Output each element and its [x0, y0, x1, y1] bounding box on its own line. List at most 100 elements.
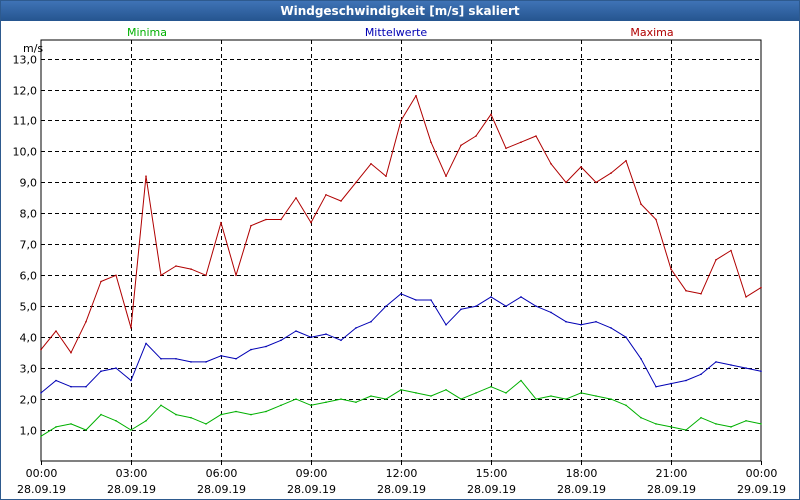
data-point-mittelwerte: [40, 392, 42, 394]
data-point-maxima: [115, 274, 117, 277]
data-point-minima: [115, 420, 117, 422]
data-point-minima: [730, 426, 732, 428]
data-point-mittelwerte: [370, 320, 372, 323]
data-point-maxima: [325, 194, 327, 196]
data-point-minima: [70, 423, 72, 425]
data-point-maxima: [355, 181, 357, 184]
data-point-minima: [40, 435, 42, 438]
y-tick-label: 12,0: [13, 85, 38, 98]
x-tick-date: 28.09.19: [377, 483, 426, 496]
data-point-maxima: [760, 286, 762, 289]
data-point-mittelwerte: [505, 305, 507, 308]
data-point-minima: [685, 429, 687, 431]
data-point-mittelwerte: [145, 342, 147, 345]
data-point-maxima: [265, 218, 267, 221]
data-point-maxima: [250, 224, 252, 227]
data-point-mittelwerte: [280, 339, 282, 342]
data-point-maxima: [475, 135, 477, 137]
data-point-mittelwerte: [550, 311, 552, 314]
data-point-maxima: [55, 330, 57, 332]
data-point-minima: [325, 401, 327, 404]
data-point-maxima: [130, 327, 132, 329]
data-point-minima: [580, 392, 582, 394]
x-tick-time: 18:00: [566, 467, 598, 480]
x-tick-time: 03:00: [116, 467, 148, 480]
x-tick-date: 28.09.19: [557, 483, 606, 496]
data-point-mittelwerte: [325, 333, 327, 335]
x-tick-date: 28.09.19: [467, 483, 516, 496]
data-point-mittelwerte: [625, 336, 627, 339]
data-point-mittelwerte: [340, 339, 342, 342]
legend-minima: Minima: [127, 26, 167, 39]
data-point-minima: [700, 416, 702, 419]
x-tick-time: 00:00: [746, 467, 778, 480]
data-point-mittelwerte: [70, 385, 72, 388]
data-point-mittelwerte: [730, 364, 732, 366]
data-point-maxima: [715, 259, 717, 261]
data-point-maxima: [550, 163, 552, 165]
data-point-mittelwerte: [520, 296, 522, 298]
data-point-mittelwerte: [655, 385, 657, 388]
data-point-mittelwerte: [100, 370, 102, 373]
data-point-maxima: [745, 296, 747, 298]
data-point-minima: [490, 385, 492, 388]
x-tick-time: 21:00: [656, 467, 688, 480]
data-point-minima: [610, 398, 612, 400]
data-point-mittelwerte: [235, 358, 237, 360]
y-axis: 1,0 2,0 3,0 4,0 5,0 6,0 7,0 8,0 9,0 10,0 11,0 12,0 1…: [13, 54, 38, 438]
data-point-minima: [370, 395, 372, 397]
data-point-maxima: [385, 175, 387, 177]
x-tick-time: 06:00: [206, 467, 238, 480]
data-point-minima: [670, 426, 672, 428]
data-point-mittelwerte: [610, 327, 612, 329]
data-point-minima: [340, 398, 342, 400]
data-point-maxima: [625, 159, 627, 162]
data-point-minima: [505, 392, 507, 394]
x-tick-date: 28.09.19: [197, 483, 246, 496]
data-point-maxima: [100, 280, 102, 283]
y-tick-label: 8,0: [20, 208, 38, 221]
data-point-minima: [205, 423, 207, 425]
data-point-maxima: [730, 249, 732, 252]
data-point-maxima: [175, 265, 177, 267]
x-tick-date: 28.09.19: [107, 483, 156, 496]
data-point-minima: [445, 389, 447, 391]
data-point-maxima: [490, 113, 492, 116]
y-tick-label: 7,0: [20, 239, 38, 252]
data-point-mittelwerte: [715, 361, 717, 363]
y-tick-label: 9,0: [20, 177, 38, 190]
data-point-maxima: [505, 147, 507, 150]
data-point-maxima: [295, 197, 297, 199]
x-tick-time: 12:00: [386, 467, 418, 480]
data-point-mittelwerte: [415, 299, 417, 301]
data-point-minima: [295, 398, 297, 400]
data-point-minima: [235, 410, 237, 413]
data-point-maxima: [235, 274, 237, 277]
x-tick-date: 28.09.19: [287, 483, 336, 496]
data-point-minima: [655, 423, 657, 425]
data-point-mittelwerte: [595, 320, 597, 323]
data-point-mittelwerte: [460, 308, 462, 311]
x-tick-date: 28.09.19: [17, 483, 66, 496]
x-tick-time: 00:00: [26, 467, 58, 480]
data-point-maxima: [655, 218, 657, 221]
series: [40, 94, 762, 438]
data-point-mittelwerte: [55, 379, 57, 382]
data-point-minima: [55, 426, 57, 428]
data-point-mittelwerte: [445, 324, 447, 326]
data-point-minima: [745, 420, 747, 422]
legend-mittelwerte: Mittelwerte: [365, 26, 428, 39]
data-point-maxima: [700, 293, 702, 295]
data-point-maxima: [685, 289, 687, 292]
y-axis-unit-label: m/s: [23, 42, 43, 55]
data-point-maxima: [310, 221, 312, 224]
data-point-maxima: [145, 175, 147, 177]
data-point-minima: [460, 398, 462, 400]
legend: Minima Mittelwerte Maxima: [127, 26, 674, 39]
data-point-maxima: [610, 172, 612, 174]
data-point-minima: [355, 401, 357, 404]
data-point-minima: [565, 398, 567, 400]
data-point-mittelwerte: [490, 296, 492, 298]
